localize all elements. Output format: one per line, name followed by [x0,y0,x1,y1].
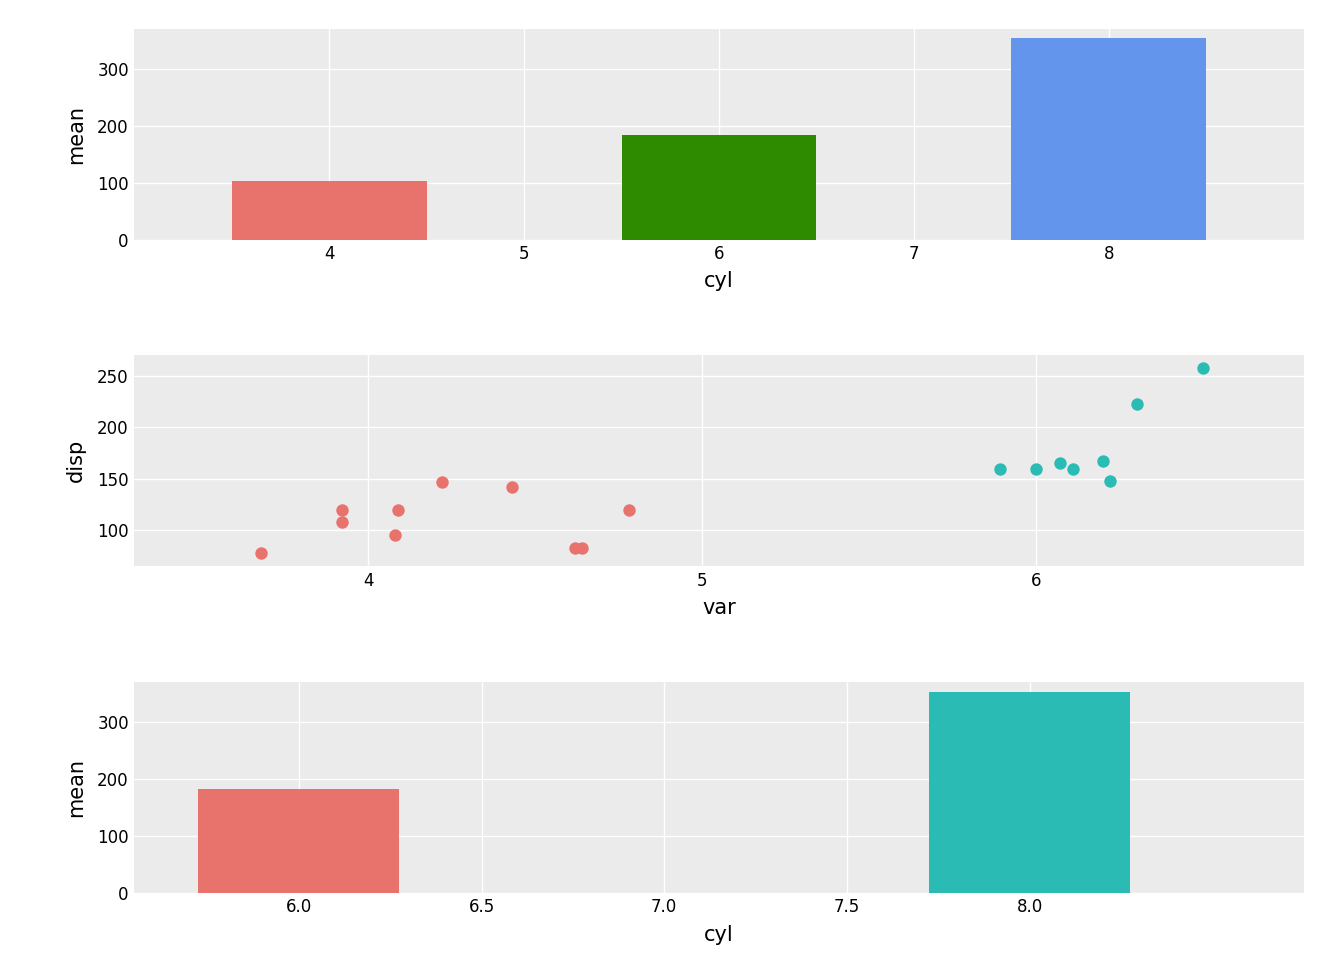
Point [1192,360,1214,375]
Y-axis label: disp: disp [66,439,86,483]
Y-axis label: mean: mean [66,758,86,817]
X-axis label: var: var [702,598,737,618]
Point [431,474,453,490]
Point [384,528,406,543]
X-axis label: cyl: cyl [704,924,734,945]
Point [250,545,271,561]
X-axis label: cyl: cyl [704,272,734,292]
Point [387,502,409,517]
Point [1025,461,1047,476]
Bar [199,788,399,893]
Point [618,502,640,517]
Point [571,540,593,555]
Bar [929,692,1130,893]
Point [564,540,586,555]
Point [989,461,1011,476]
Y-axis label: mean: mean [66,105,86,163]
Bar [621,135,816,240]
Point [501,479,523,494]
Point [1099,473,1121,489]
Point [331,515,352,530]
Bar [1011,38,1206,240]
Point [1126,396,1148,412]
Point [1062,461,1083,476]
Point [331,502,352,517]
Bar [231,180,426,240]
Point [1050,456,1071,471]
Point [1093,454,1114,469]
